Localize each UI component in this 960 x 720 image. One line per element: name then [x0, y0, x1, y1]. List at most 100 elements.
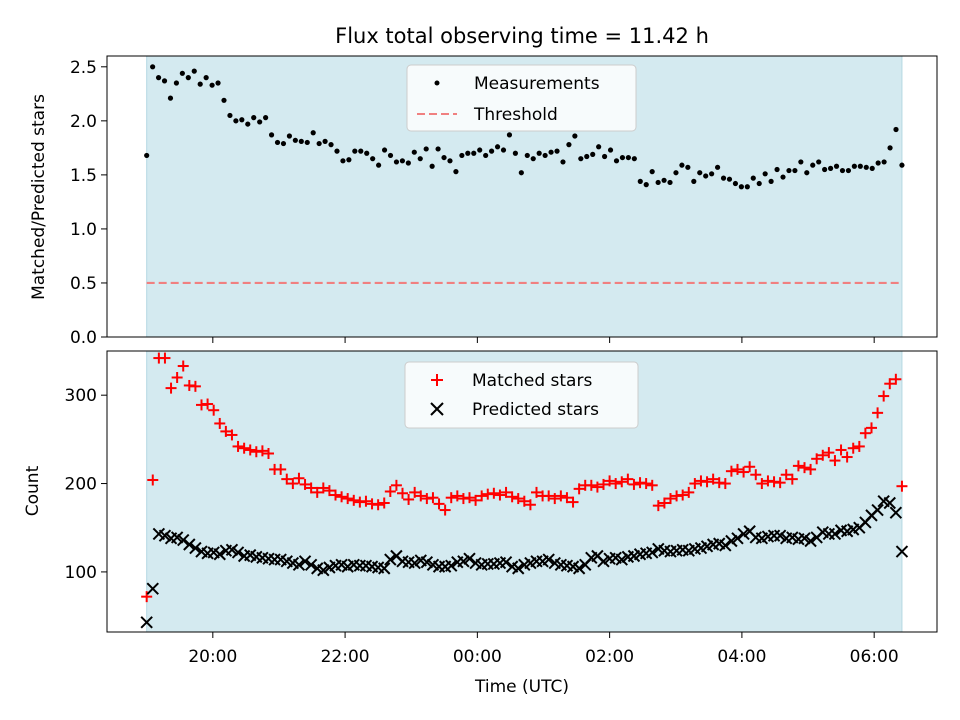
- measurement-point: [566, 142, 572, 148]
- measurement-point: [310, 130, 316, 136]
- measurement-point: [732, 180, 739, 187]
- top-legend: Measurements Threshold: [406, 64, 637, 132]
- measurement-point: [245, 121, 251, 127]
- measurement-point: [899, 162, 905, 168]
- measurement-point: [334, 148, 340, 154]
- x-tick-label: 22:00: [321, 647, 370, 667]
- matched-star-marker: [378, 497, 390, 509]
- measurement-point: [554, 148, 560, 154]
- measurement-point: [465, 150, 471, 156]
- y-tick-label: 300: [65, 386, 97, 406]
- measurement-point: [286, 133, 293, 139]
- matched-star-marker: [805, 463, 817, 475]
- matched-star-marker: [744, 461, 756, 473]
- predicted-star-marker: [731, 532, 744, 545]
- measurement-point: [530, 156, 536, 162]
- matched-star-marker: [189, 380, 201, 392]
- measurement-point: [893, 126, 899, 133]
- measurement-point: [304, 139, 310, 146]
- matched-star-marker: [403, 493, 415, 505]
- measurement-point: [447, 158, 453, 164]
- matched-star-marker: [652, 500, 664, 512]
- matched-star-marker: [701, 476, 713, 488]
- measurement-point: [875, 160, 881, 166]
- measurement-point: [429, 163, 435, 169]
- matched-star-marker: [774, 477, 786, 489]
- measurement-point: [839, 167, 846, 174]
- measurement-point: [601, 153, 608, 160]
- top-axes-frame: [106, 55, 938, 338]
- matched-star-marker: [731, 463, 743, 475]
- measurement-point: [619, 154, 626, 161]
- matched-star-marker: [585, 479, 597, 491]
- measurement-point: [376, 162, 382, 168]
- predicted-star-marker: [499, 555, 513, 569]
- measurement-point: [798, 159, 804, 165]
- matched-star-marker: [360, 495, 372, 507]
- measurement-point: [613, 158, 620, 164]
- matched-star-marker: [177, 360, 189, 372]
- predicted-star-marker: [463, 552, 476, 565]
- y-tick-label: 0.0: [70, 328, 97, 348]
- matched-star-marker: [798, 462, 810, 474]
- measurement-point: [697, 170, 703, 176]
- measurement-point: [625, 154, 631, 161]
- measurement-point: [560, 159, 566, 165]
- measurement-point: [263, 115, 269, 121]
- measurement-point: [316, 140, 322, 147]
- matched-star-marker: [719, 478, 731, 490]
- y-tick-label: 1.0: [70, 220, 97, 240]
- x-tick-label: 02:00: [585, 647, 634, 667]
- measurement-point: [643, 182, 649, 188]
- matched-star-marker: [707, 473, 719, 485]
- measurement-point: [239, 117, 245, 123]
- measurement-point: [221, 97, 227, 103]
- matched-star-marker: [610, 478, 622, 490]
- legend-threshold-label: Threshold: [473, 105, 558, 125]
- measurement-point: [726, 176, 733, 182]
- matched-star-marker: [792, 460, 804, 472]
- measurement-point: [494, 144, 501, 150]
- predicted-star-marker: [542, 553, 555, 566]
- predicted-star-marker: [378, 562, 391, 575]
- matched-star-marker: [677, 489, 689, 501]
- legend-predicted-swatch: [430, 402, 444, 416]
- measurement-point: [381, 147, 388, 153]
- matched-star-marker: [415, 490, 427, 502]
- measurement-point: [744, 184, 750, 190]
- matched-star-marker: [238, 442, 250, 454]
- measurement-point: [720, 175, 727, 181]
- predicted-star-marker: [177, 533, 190, 547]
- measurement-point: [179, 70, 185, 76]
- matched-star-marker: [872, 407, 884, 419]
- matched-star-marker: [445, 492, 457, 504]
- predicted-star-marker: [292, 558, 306, 572]
- predicted-star-marker: [646, 546, 659, 559]
- measurement-point: [762, 171, 768, 177]
- matched-star-marker: [287, 478, 299, 490]
- matched-star-marker: [604, 475, 616, 487]
- matched-star-marker: [859, 427, 871, 439]
- matched-star-marker: [616, 476, 628, 488]
- measurement-point: [423, 146, 429, 152]
- bottom-legend-box: [404, 361, 639, 429]
- x-tick-label: 00:00: [453, 647, 502, 667]
- matched-star-marker: [524, 499, 536, 511]
- measurement-point: [631, 156, 637, 162]
- measurement-point: [518, 170, 524, 176]
- top-y-axis-label: Matched/Predicted stars: [29, 94, 49, 300]
- measurement-point: [649, 169, 655, 175]
- measurement-point: [590, 151, 596, 157]
- predicted-star-marker: [231, 546, 245, 559]
- measurement-point: [441, 154, 447, 161]
- matched-star-markers: [141, 352, 908, 603]
- measurement-point: [792, 167, 798, 174]
- measurement-point: [869, 165, 875, 171]
- measurement-point: [738, 184, 744, 190]
- bottom-legend: Matched stars Predicted stars: [404, 361, 639, 429]
- x-tick-label: 04:00: [717, 647, 766, 667]
- matched-star-marker: [470, 494, 482, 506]
- matched-star-marker: [494, 489, 506, 501]
- matched-star-marker: [226, 429, 238, 441]
- predicted-star-marker: [883, 496, 896, 510]
